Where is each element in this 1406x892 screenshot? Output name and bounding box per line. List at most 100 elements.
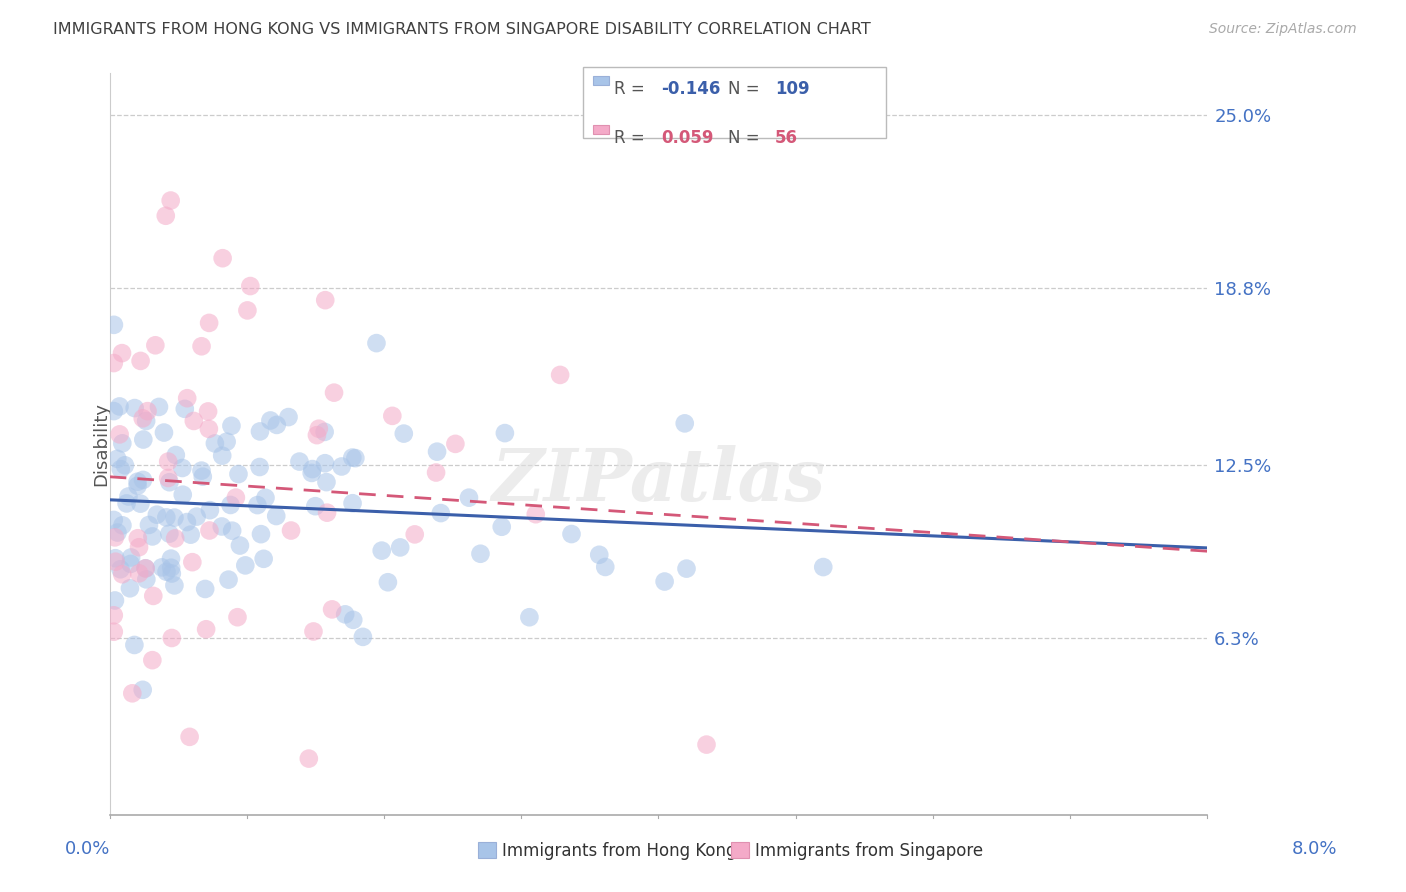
Point [108, 400, 131, 414]
Text: -0.146: -0.146 [661, 80, 720, 98]
Point [153, 425, 176, 440]
Point [111, 346, 134, 360]
Point [593, 560, 616, 574]
Point [190, 464, 212, 478]
Point [548, 368, 571, 382]
Point [186, 509, 208, 524]
Point [103, 608, 125, 623]
Point [524, 507, 547, 521]
Point [127, 475, 149, 489]
Point [321, 602, 343, 616]
Point [107, 525, 129, 540]
Text: IMMIGRANTS FROM HONG KONG VS IMMIGRANTS FROM SINGAPORE DISABILITY CORRELATION CH: IMMIGRANTS FROM HONG KONG VS IMMIGRANTS … [53, 22, 872, 37]
Point [333, 607, 356, 622]
Point [211, 449, 233, 463]
Point [221, 524, 243, 538]
Point [194, 582, 217, 596]
Point [277, 410, 299, 425]
Point [425, 466, 447, 480]
Text: 56: 56 [775, 129, 797, 147]
Point [211, 251, 233, 265]
Point [138, 517, 160, 532]
Point [233, 558, 256, 573]
Point [176, 391, 198, 405]
Point [146, 508, 169, 522]
Point [298, 751, 321, 765]
Point [250, 527, 273, 541]
Point [160, 631, 183, 645]
Point [249, 460, 271, 475]
Point [114, 458, 136, 473]
Point [204, 436, 226, 450]
Point [315, 475, 337, 489]
Point [259, 413, 281, 427]
Text: Immigrants from Hong Kong: Immigrants from Hong Kong [502, 842, 737, 860]
Point [141, 529, 163, 543]
Point [264, 508, 287, 523]
Point [103, 318, 125, 332]
Text: N =: N = [728, 129, 765, 147]
Point [366, 336, 388, 351]
Point [392, 426, 415, 441]
Point [211, 519, 233, 533]
Point [342, 496, 364, 510]
Point [118, 582, 141, 596]
Point [121, 686, 143, 700]
Point [111, 436, 134, 450]
Point [198, 524, 221, 538]
Point [458, 491, 481, 505]
Point [160, 560, 183, 574]
Point [198, 316, 221, 330]
Point [180, 527, 202, 541]
Point [228, 467, 250, 481]
Point [115, 496, 138, 510]
Point [157, 526, 180, 541]
Point [103, 404, 125, 418]
Point [198, 422, 221, 436]
Point [165, 532, 187, 546]
Point [225, 491, 247, 505]
Point [163, 510, 186, 524]
Point [470, 547, 492, 561]
Point [675, 561, 697, 575]
Point [280, 524, 302, 538]
Point [377, 575, 399, 590]
Point [305, 428, 328, 442]
Point [301, 462, 323, 476]
Point [588, 548, 610, 562]
Point [104, 593, 127, 607]
Point [128, 540, 150, 554]
Point [654, 574, 676, 589]
Point [110, 562, 132, 576]
Point [304, 499, 326, 513]
Point [370, 543, 392, 558]
Point [127, 479, 149, 493]
Point [323, 385, 346, 400]
Point [148, 400, 170, 414]
Point [190, 339, 212, 353]
Point [135, 573, 157, 587]
Point [110, 462, 132, 476]
Point [104, 530, 127, 544]
Text: Source: ZipAtlas.com: Source: ZipAtlas.com [1209, 22, 1357, 37]
Point [560, 527, 582, 541]
Point [695, 738, 717, 752]
Point [491, 520, 513, 534]
Point [120, 557, 142, 571]
Point [143, 338, 166, 352]
Point [266, 417, 288, 432]
Point [236, 303, 259, 318]
Point [160, 566, 183, 581]
Point [104, 555, 127, 569]
Point [129, 497, 152, 511]
Point [127, 531, 149, 545]
Point [430, 506, 453, 520]
Point [135, 561, 157, 575]
Text: 109: 109 [775, 80, 810, 98]
Point [314, 425, 336, 439]
Point [249, 425, 271, 439]
Point [494, 426, 516, 441]
Point [219, 498, 242, 512]
Point [132, 433, 155, 447]
Point [519, 610, 541, 624]
